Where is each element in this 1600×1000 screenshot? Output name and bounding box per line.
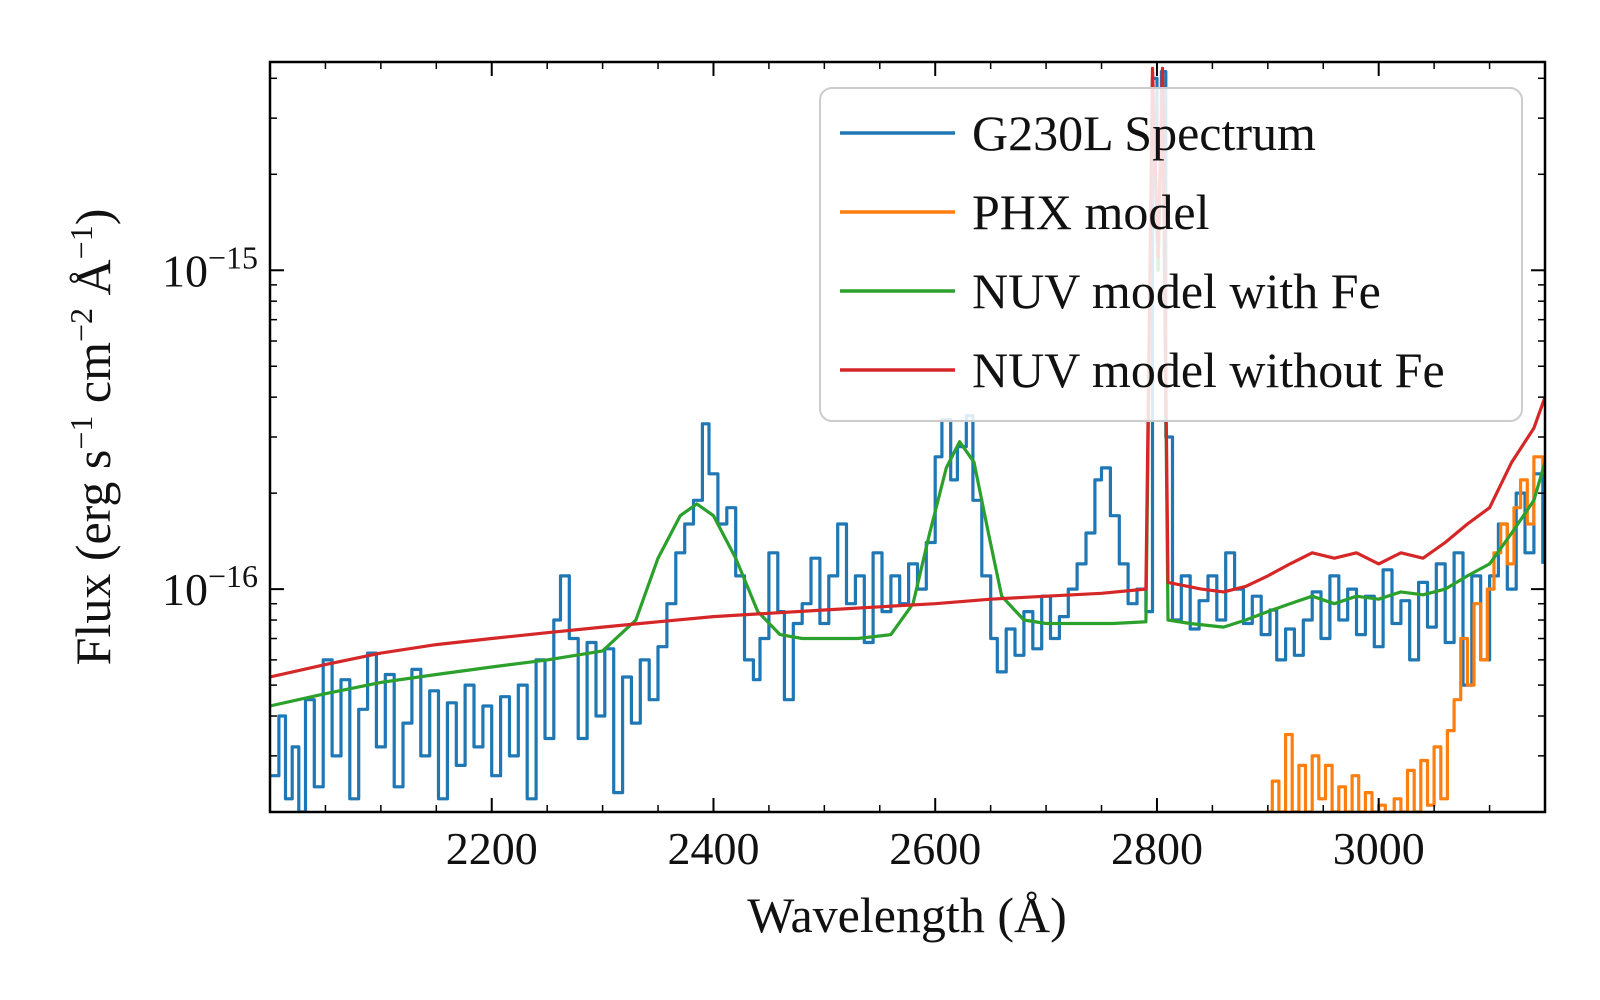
ticks-layer: 2200 2400 2600 2800 3000 10−16 10−15: [162, 62, 1545, 874]
series-line-nuv-model-with-fe: [270, 76, 1545, 708]
series-line-phx-model: [1265, 455, 1545, 812]
y-axis-label: Flux (erg s−1 cm−2 Å−1): [63, 209, 121, 666]
legend-label-g230l-spectrum: G230L Spectrum: [972, 105, 1316, 161]
x-tick-label: 2200: [446, 823, 538, 874]
legend-label-nuv-model-without-fe: NUV model without Fe: [972, 342, 1445, 398]
series-line-g230l-spectrum: [270, 70, 1545, 812]
y-tick-label: 10−16: [162, 558, 258, 615]
legend-items: G230L Spectrum PHX model NUV model with Fe…: [840, 105, 1445, 398]
x-tick-label: 3000: [1333, 823, 1425, 874]
x-tick-label: 2400: [667, 823, 759, 874]
legend-label-nuv-model-with-fe: NUV model with Fe: [972, 263, 1381, 319]
legend: G230L Spectrum PHX model NUV model with Fe…: [819, 87, 1523, 422]
legend-box: [819, 87, 1523, 422]
x-tick-label: 2600: [889, 823, 981, 874]
x-tick-label: 2800: [1111, 823, 1203, 874]
y-tick-label: 10−15: [162, 239, 258, 296]
x-axis-label: Wavelength (Å): [747, 887, 1066, 943]
legend-label-phx-model: PHX model: [972, 184, 1210, 240]
